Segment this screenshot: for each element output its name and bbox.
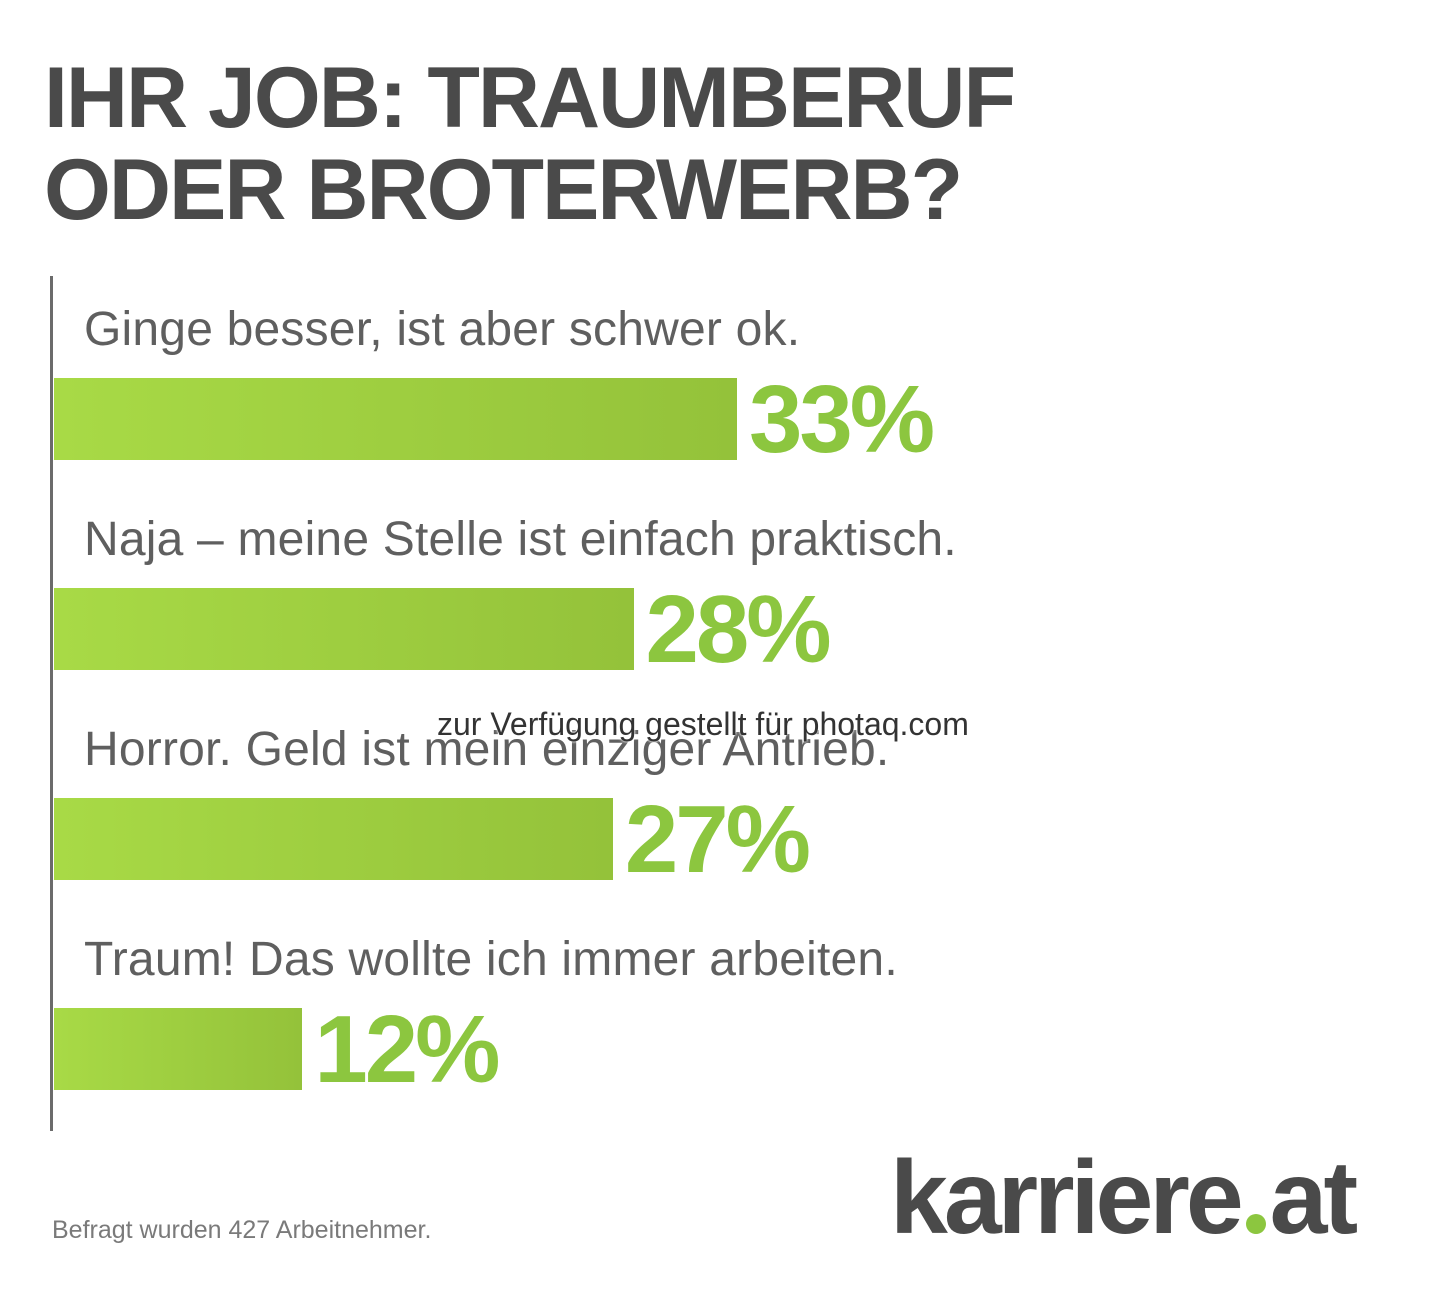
logo-suffix: at — [1269, 1140, 1359, 1256]
bar — [54, 588, 634, 670]
data-label: 28% — [645, 576, 832, 683]
category-label: Ginge besser, ist aber schwer ok. — [84, 303, 801, 356]
chart-title: IHR JOB: TRAUMBERUF ODER BROTERWERB? — [44, 50, 1016, 238]
category-axis-line — [50, 276, 53, 1131]
bar — [54, 378, 737, 460]
logo-name: karriere — [890, 1140, 1244, 1256]
data-label: 12% — [314, 996, 500, 1103]
data-label: 27% — [624, 786, 811, 893]
karriere-logo: karriere at — [890, 1140, 1359, 1256]
category-label: Horror. Geld ist mein einziger Antrieb. — [84, 723, 890, 776]
chart-title-line-2: ODER BROTERWERB? — [44, 142, 963, 238]
data-label: 33% — [749, 366, 935, 473]
category-label: Naja – meine Stelle ist einfach praktisc… — [84, 513, 957, 566]
chart-title-line-1: IHR JOB: TRAUMBERUF — [44, 50, 1016, 146]
watermark-text: zur Verfügung gestellt für photaq.com — [437, 706, 969, 742]
bar — [54, 798, 613, 880]
bar — [54, 1008, 303, 1090]
category-label: Traum! Das wollte ich immer arbeiten. — [84, 933, 898, 986]
survey-footnote: Befragt wurden 427 Arbeitnehmer. — [52, 1216, 432, 1244]
logo-dot-icon — [1245, 1214, 1266, 1234]
